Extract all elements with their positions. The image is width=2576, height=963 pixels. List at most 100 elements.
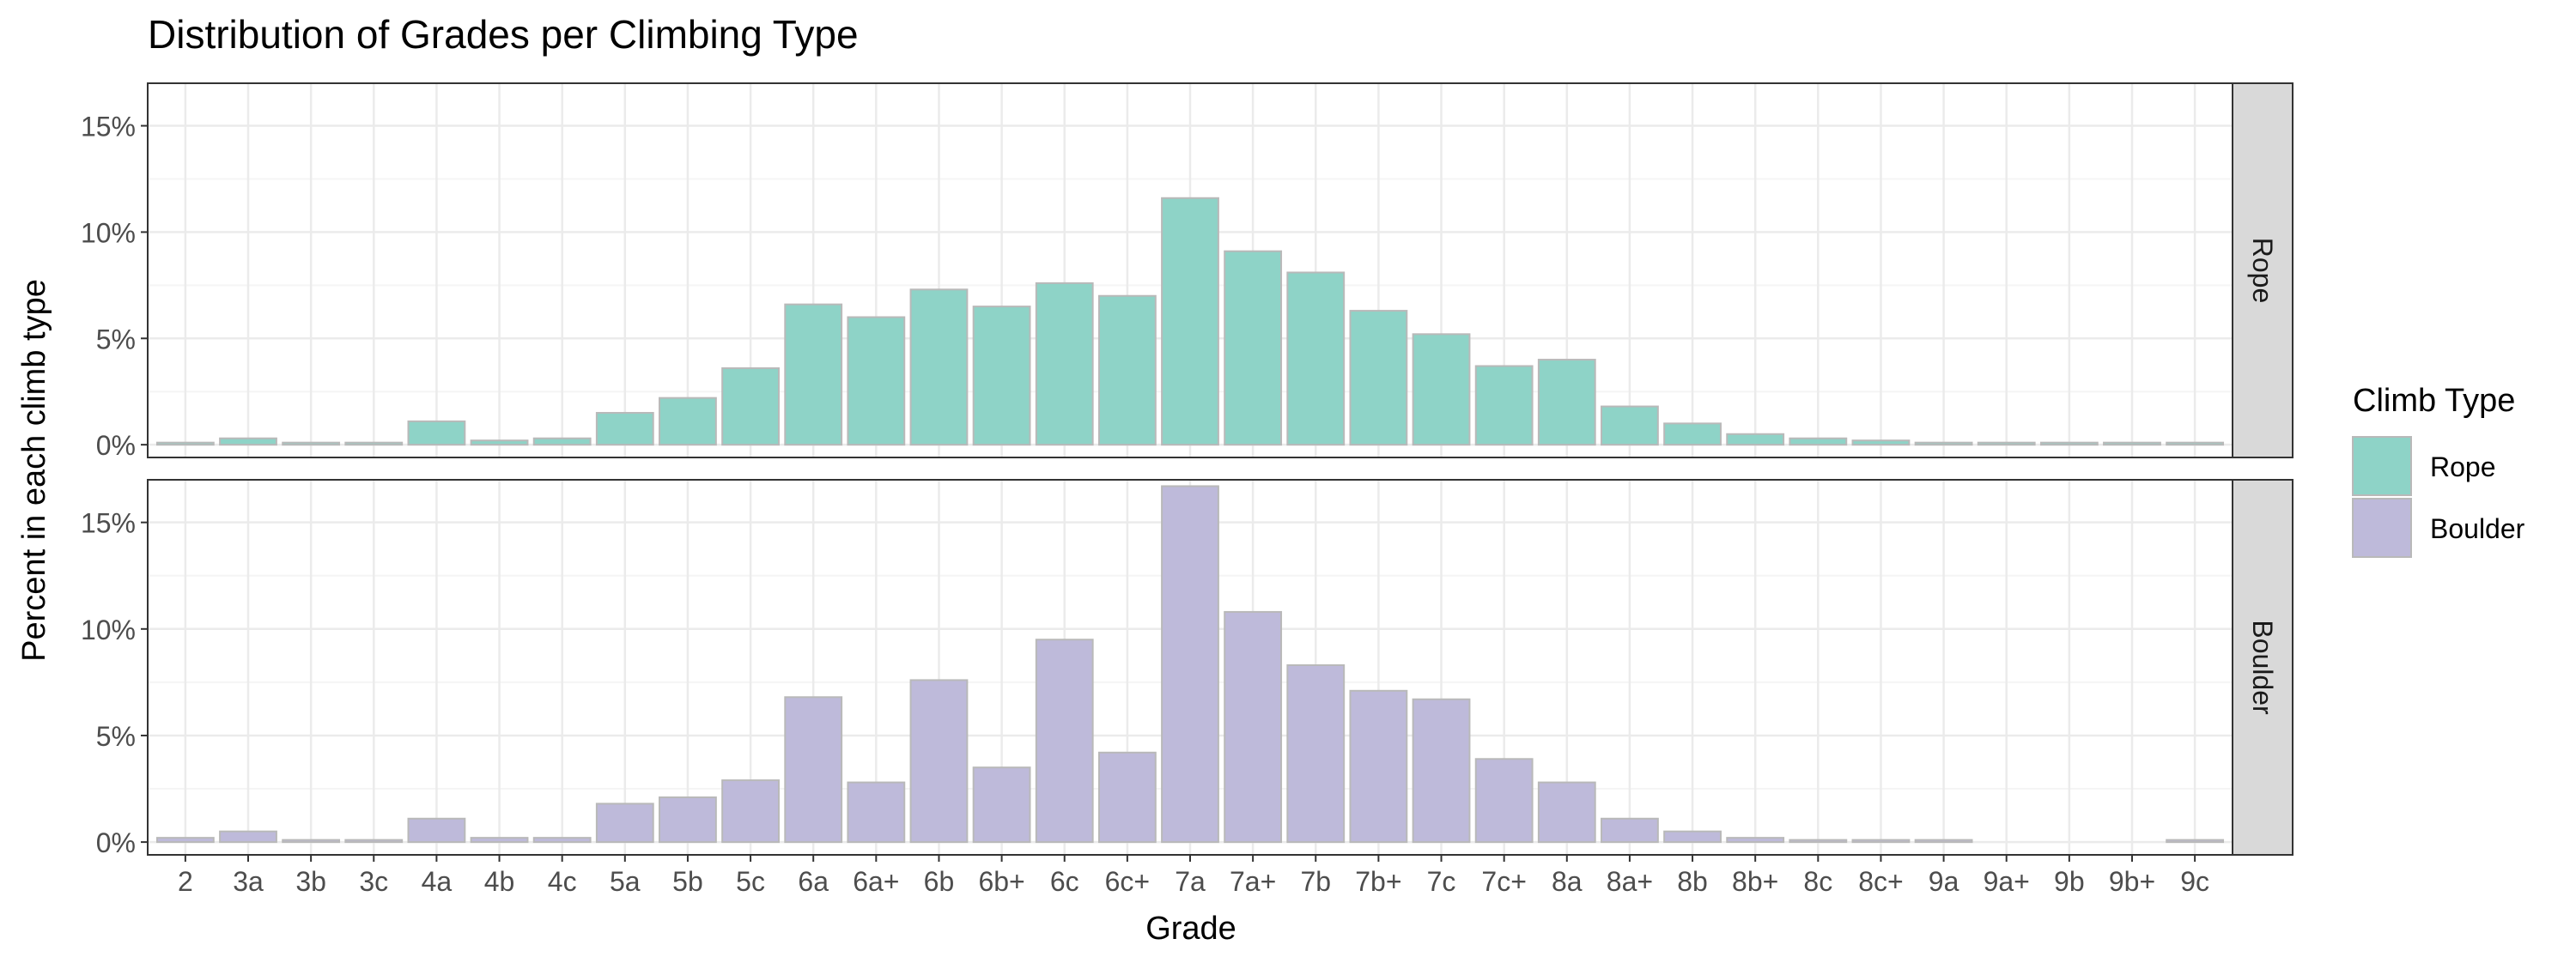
bar-rope-7a (1161, 197, 1219, 446)
bar-rope-8b (1663, 422, 1722, 446)
bar-rope-6a (784, 303, 843, 446)
bar-rope-6c (1035, 282, 1094, 446)
x-tick-label: 9b+ (2109, 866, 2155, 897)
bar-rope-6c+ (1097, 294, 1157, 446)
x-tick-label: 8c+ (1858, 866, 1903, 897)
facet-panels: 0% 5% 10% 15% Rope 0% 5% 10% 15% Boulder (81, 82, 2293, 858)
bar-boulder-4a (407, 817, 466, 844)
x-tick-label: 7a+ (1230, 866, 1276, 897)
bar-rope-5b (659, 397, 717, 446)
bar-boulder-7b+ (1349, 689, 1408, 844)
x-tick-label: 8c (1803, 866, 1832, 897)
bar-boulder-6b+ (972, 766, 1031, 844)
facet-panel-boulder: 0% 5% 10% 15% Boulder (81, 479, 2293, 858)
x-axis: 2 3a 3b 3c 4a 4b 4c 5a 5b 5c 6a 6a+ 6b 6b+ 6c 6c+ 7a 7a+ 7… (178, 855, 2209, 897)
bar-boulder-8b+ (1726, 837, 1785, 844)
bar-rope-9b+ (2103, 441, 2161, 446)
y-tick-label: 0% (96, 430, 136, 461)
x-tick-label: 7b (1300, 866, 1331, 897)
bar-boulder-7a+ (1224, 610, 1283, 844)
bar-boulder-5a (595, 802, 654, 844)
bar-boulder-6a (784, 696, 843, 844)
bar-rope-8c (1789, 437, 1848, 446)
y-tick-label: 15% (81, 508, 136, 539)
x-tick-label: 6c+ (1105, 866, 1150, 897)
legend-label-boulder: Boulder (2430, 513, 2525, 544)
bar-rope-6b (909, 288, 969, 446)
bar-boulder-4c (532, 837, 592, 844)
x-tick-label: 6a+ (853, 866, 899, 897)
bar-rope-3b (282, 441, 341, 446)
bar-rope-7a+ (1224, 250, 1283, 446)
bar-boulder-8a+ (1601, 817, 1659, 844)
bar-rope-3c (344, 441, 404, 446)
x-tick-label: 5b (672, 866, 703, 897)
x-axis-label: Grade (1145, 911, 1236, 947)
bar-boulder-8c (1789, 839, 1848, 844)
chart-title: Distribution of Grades per Climbing Type (148, 12, 859, 57)
bar-boulder-7c (1412, 698, 1471, 844)
bar-rope-8b+ (1726, 433, 1785, 446)
bar-boulder-3c (344, 839, 404, 844)
legend-key-rope (2352, 436, 2412, 496)
bar-boulder-4b (470, 837, 529, 844)
legend-label-rope: Rope (2430, 451, 2496, 482)
bar-rope-9a+ (1977, 441, 2036, 446)
x-tick-label: 7c (1427, 866, 1456, 897)
bar-boulder-3b (282, 839, 341, 844)
y-axis-label: Percent in each climb type (16, 279, 52, 662)
bar-boulder-8c+ (1851, 839, 1911, 844)
bar-rope-7c+ (1474, 365, 1534, 446)
facet-strip (2232, 479, 2293, 856)
bar-boulder-5c (721, 779, 780, 844)
x-tick-label: 3b (295, 866, 326, 897)
bar-rope-9a (1914, 441, 1973, 446)
bar-rope-6b+ (972, 306, 1031, 446)
x-tick-label: 4b (484, 866, 515, 897)
bar-boulder-6a+ (847, 781, 906, 844)
bar-rope-5a (595, 411, 654, 446)
x-tick-label: 6c (1050, 866, 1079, 897)
x-tick-label: 8b+ (1732, 866, 1778, 897)
x-tick-label: 7a (1175, 866, 1206, 897)
bar-rope-7c (1412, 333, 1471, 446)
facet-panel-rope: 0% 5% 10% 15% Rope (81, 82, 2293, 461)
legend: Climb Type Rope Boulder (2352, 383, 2525, 558)
facet-strip-label: Boulder (2247, 620, 2278, 715)
y-tick-label: 5% (96, 324, 136, 354)
x-tick-label: 8a+ (1607, 866, 1653, 897)
bar-rope-4c (532, 437, 592, 446)
bar-boulder-6c+ (1097, 751, 1157, 844)
y-tick-label: 0% (96, 827, 136, 858)
bar-boulder-7a (1161, 485, 1219, 844)
bar-rope-8a+ (1601, 405, 1659, 446)
bar-rope-4b (470, 439, 529, 446)
bar-rope-9c (2166, 441, 2225, 446)
x-tick-label: 9a (1929, 866, 1959, 897)
bar-boulder-8a (1537, 781, 1596, 844)
bar-boulder-5b (659, 796, 717, 844)
bar-boulder-9c (2166, 839, 2225, 844)
x-tick-label: 5c (736, 866, 765, 897)
x-tick-label: 6b (924, 866, 955, 897)
bar-rope-7b+ (1349, 310, 1408, 446)
bar-rope-6a+ (847, 316, 906, 446)
x-tick-label: 3c (359, 866, 388, 897)
facet-strip (2232, 82, 2293, 458)
x-tick-label: 8b (1677, 866, 1708, 897)
x-tick-label: 9a+ (1984, 866, 2030, 897)
x-tick-label: 7c+ (1481, 866, 1526, 897)
x-tick-label: 5a (610, 866, 641, 897)
bar-boulder-2 (155, 837, 215, 844)
bar-rope-4a (407, 420, 466, 446)
bar-boulder-6c (1035, 639, 1094, 844)
x-tick-label: 9b (2054, 866, 2085, 897)
x-tick-label: 6b+ (978, 866, 1024, 897)
facet-strip-label: Rope (2247, 238, 2278, 304)
bar-rope-8a (1537, 359, 1596, 446)
x-tick-label: 3a (233, 866, 264, 897)
bar-boulder-7c+ (1474, 758, 1534, 844)
legend-title: Climb Type (2353, 383, 2515, 419)
bar-rope-7b (1286, 271, 1346, 446)
bar-rope-9b (2039, 441, 2099, 446)
